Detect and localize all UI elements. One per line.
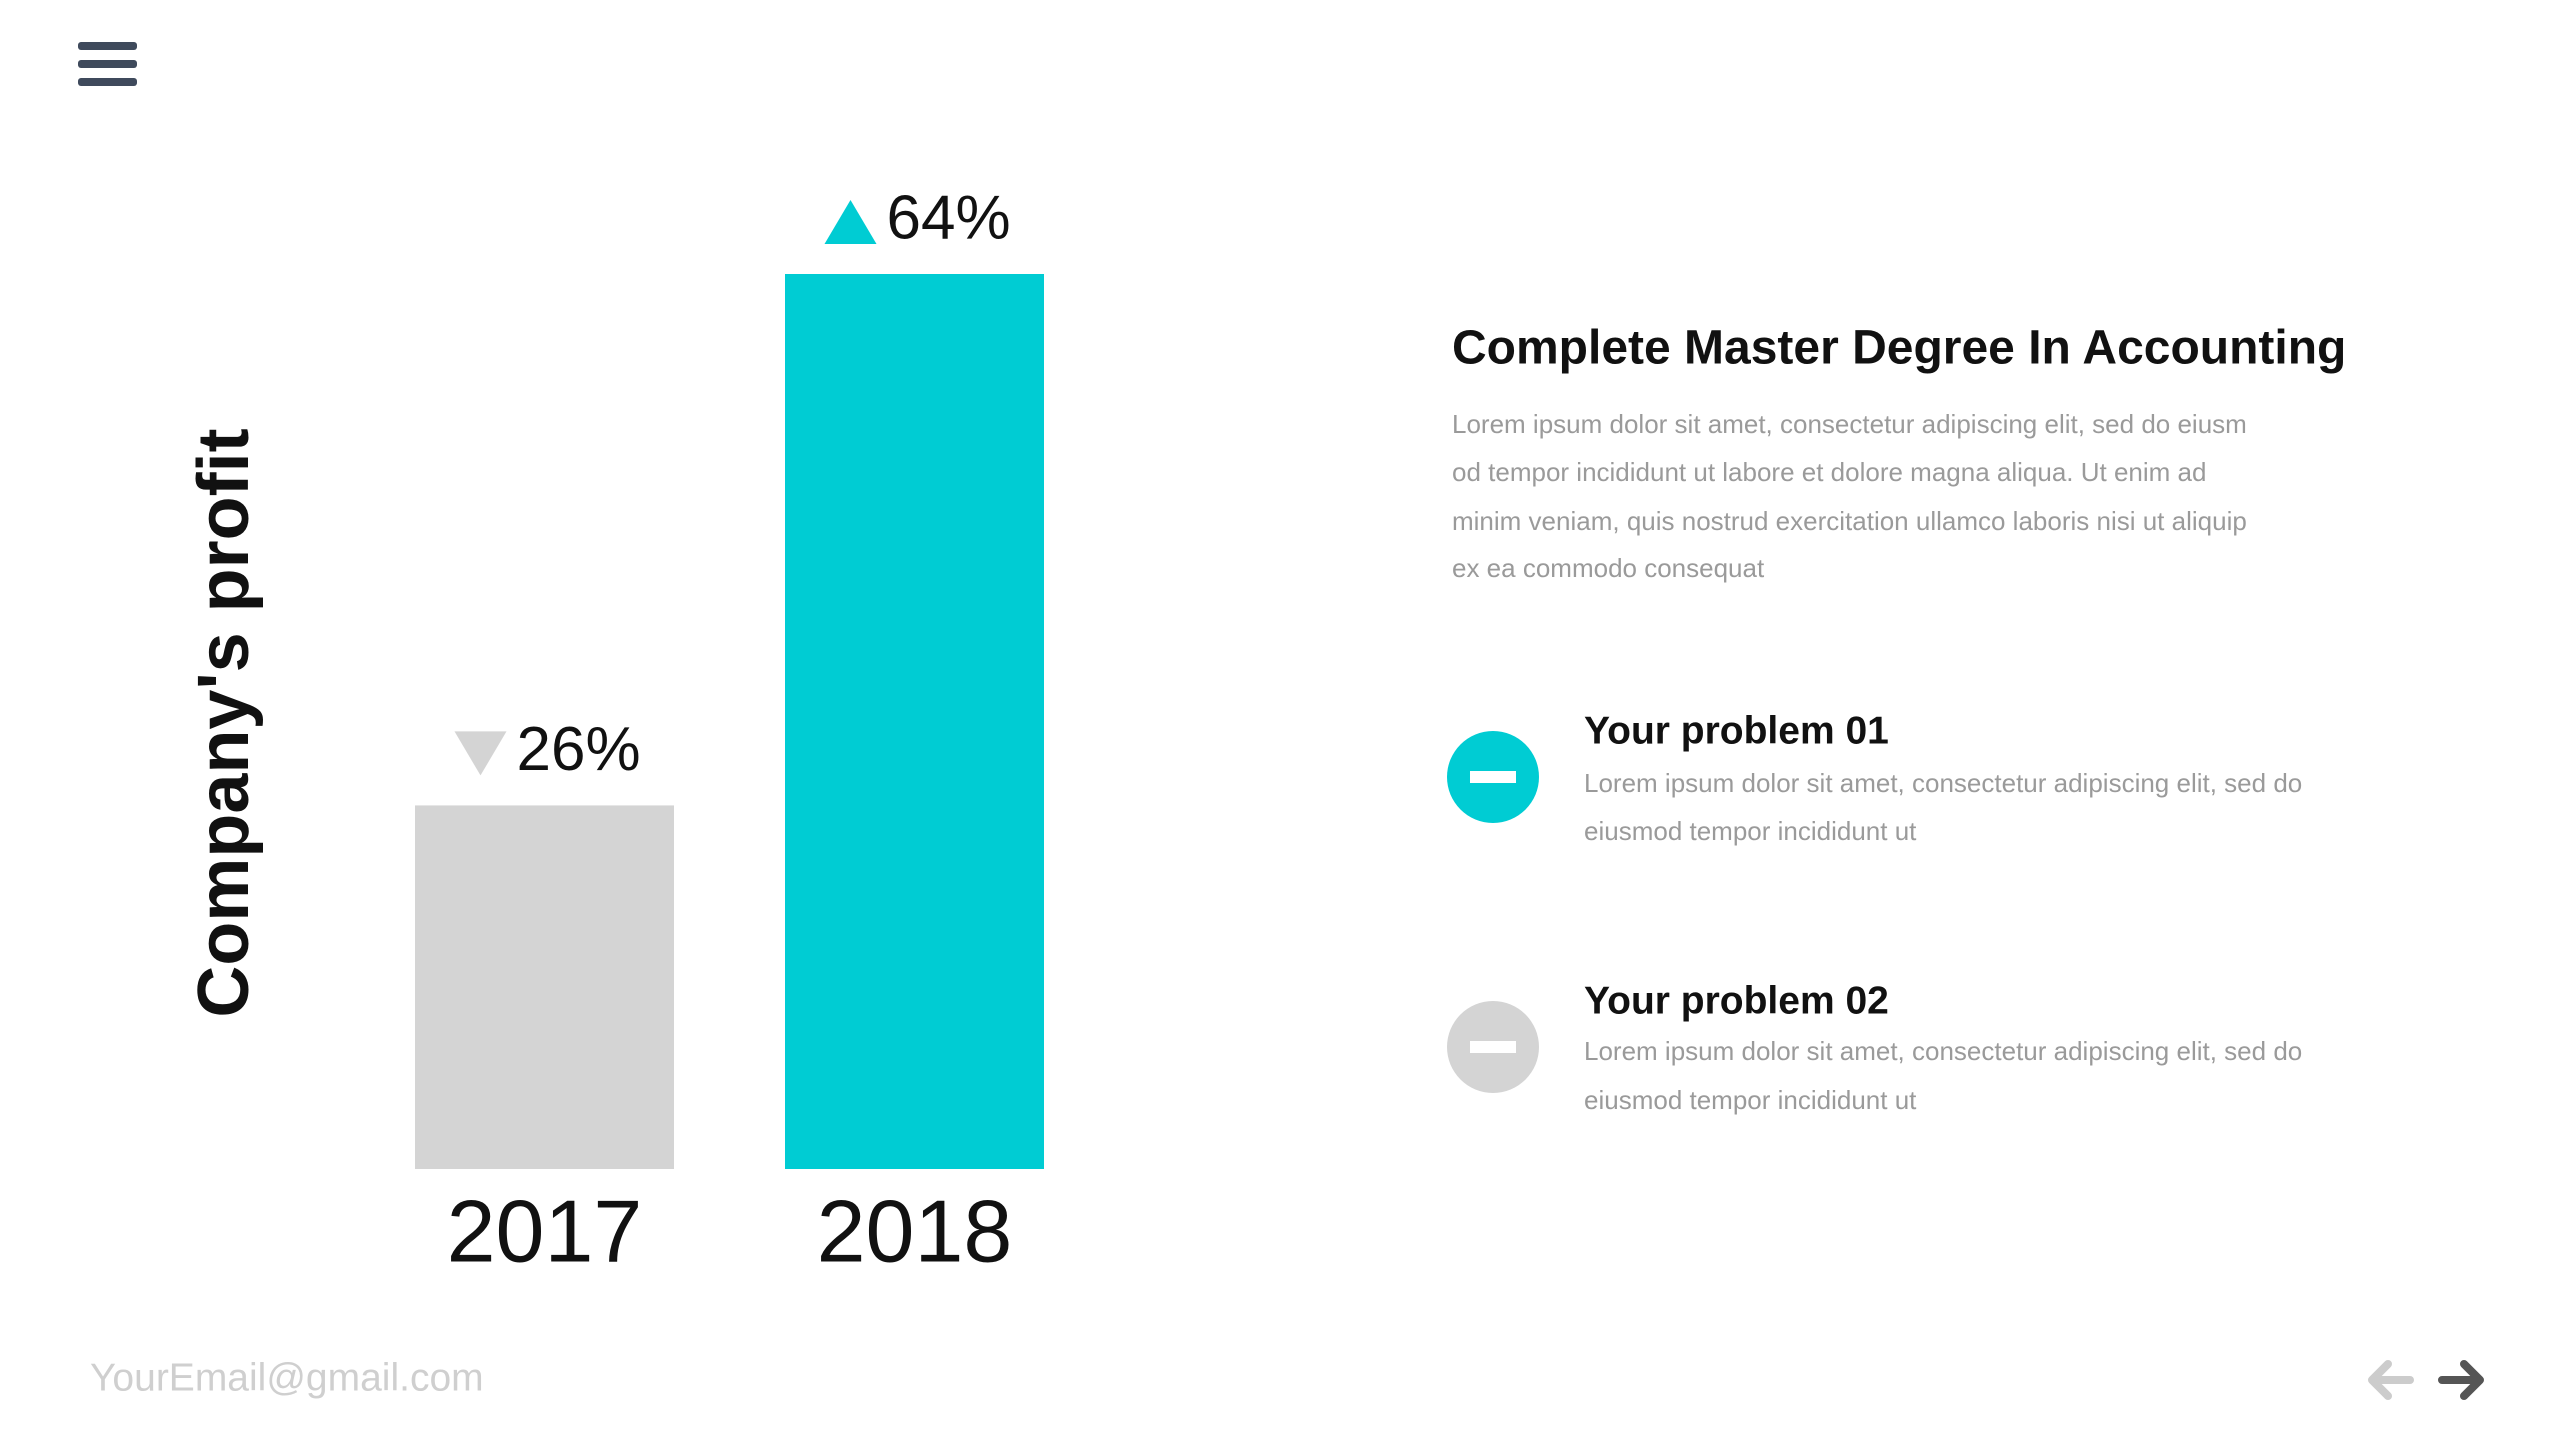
trend-triangle bbox=[454, 731, 507, 776]
value-label: 64% bbox=[887, 183, 1011, 252]
menu-button[interactable] bbox=[78, 42, 137, 86]
heading: Complete Master Degree In Accounting bbox=[1452, 322, 2346, 375]
problem-text: Lorem ipsum dolor sit amet, consectetur … bbox=[1584, 1036, 2302, 1066]
body-line: od tempor incididunt ut labore et dolore… bbox=[1452, 457, 2206, 487]
bar bbox=[785, 274, 1044, 1169]
problem-title: Your problem 02 bbox=[1584, 979, 1889, 1022]
menu-bar bbox=[78, 60, 137, 68]
menu-bar bbox=[78, 78, 137, 86]
x-tick-label: 2018 bbox=[817, 1181, 1013, 1280]
problem-icon-dash bbox=[1470, 1041, 1516, 1053]
body-line: minim veniam, quis nostrud exercitation … bbox=[1452, 506, 2247, 536]
bar bbox=[415, 805, 674, 1169]
problem-text: eiusmod tempor incididunt ut bbox=[1584, 816, 1917, 846]
trend-triangle bbox=[824, 200, 877, 244]
value-label: 26% bbox=[517, 715, 641, 784]
prev-arrow[interactable] bbox=[2368, 1360, 2414, 1400]
footer-email: YourEmail@gmail.com bbox=[90, 1356, 484, 1399]
y-axis-label: Company's profit bbox=[184, 428, 264, 1017]
problem-text: Lorem ipsum dolor sit amet, consectetur … bbox=[1584, 768, 2302, 798]
body-line: ex ea commodo consequat bbox=[1452, 553, 1765, 583]
problem-icon-dash bbox=[1470, 771, 1516, 783]
x-tick-label: 2017 bbox=[447, 1181, 643, 1280]
problem-text: eiusmod tempor incididunt ut bbox=[1584, 1085, 1917, 1115]
body-line: Lorem ipsum dolor sit amet, consectetur … bbox=[1452, 409, 2247, 439]
next-arrow[interactable] bbox=[2438, 1360, 2484, 1400]
menu-bar bbox=[78, 42, 137, 50]
problem-title: Your problem 01 bbox=[1584, 709, 1889, 752]
